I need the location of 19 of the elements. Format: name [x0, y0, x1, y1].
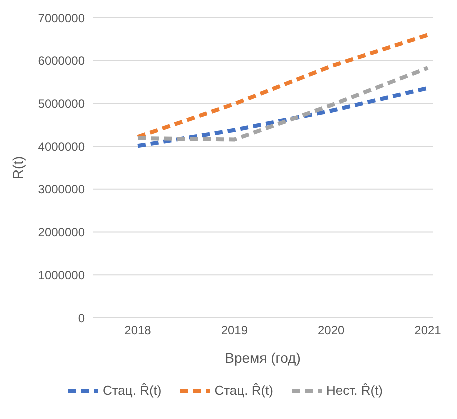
legend-label: Нест. R̂(t): [326, 383, 384, 398]
y-tick-label: 7000000: [38, 11, 86, 26]
y-tick-label: 6000000: [38, 54, 86, 68]
y-tick-label: 5000000: [38, 96, 86, 111]
x-tick-label: 2019: [221, 324, 248, 338]
line-series: [136, 66, 430, 142]
line-series: [136, 33, 430, 140]
x-tick-label: 2018: [124, 324, 152, 338]
y-tick-label: 4000000: [38, 140, 86, 154]
y-tick-label: 1000000: [38, 268, 86, 282]
x-tick-label: 2020: [318, 324, 346, 338]
y-tick-label: 0: [78, 311, 86, 326]
legend-label: Стац. R̂(t): [102, 383, 162, 398]
legend-label: Стац. R̂(t): [214, 383, 274, 398]
x-tick-label: 2021: [414, 324, 442, 338]
x-axis-title: Время (год): [225, 350, 301, 366]
y-tick-label: 3000000: [38, 182, 86, 197]
y-axis-title: R(t): [10, 156, 26, 180]
y-tick-label: 2000000: [38, 226, 86, 240]
